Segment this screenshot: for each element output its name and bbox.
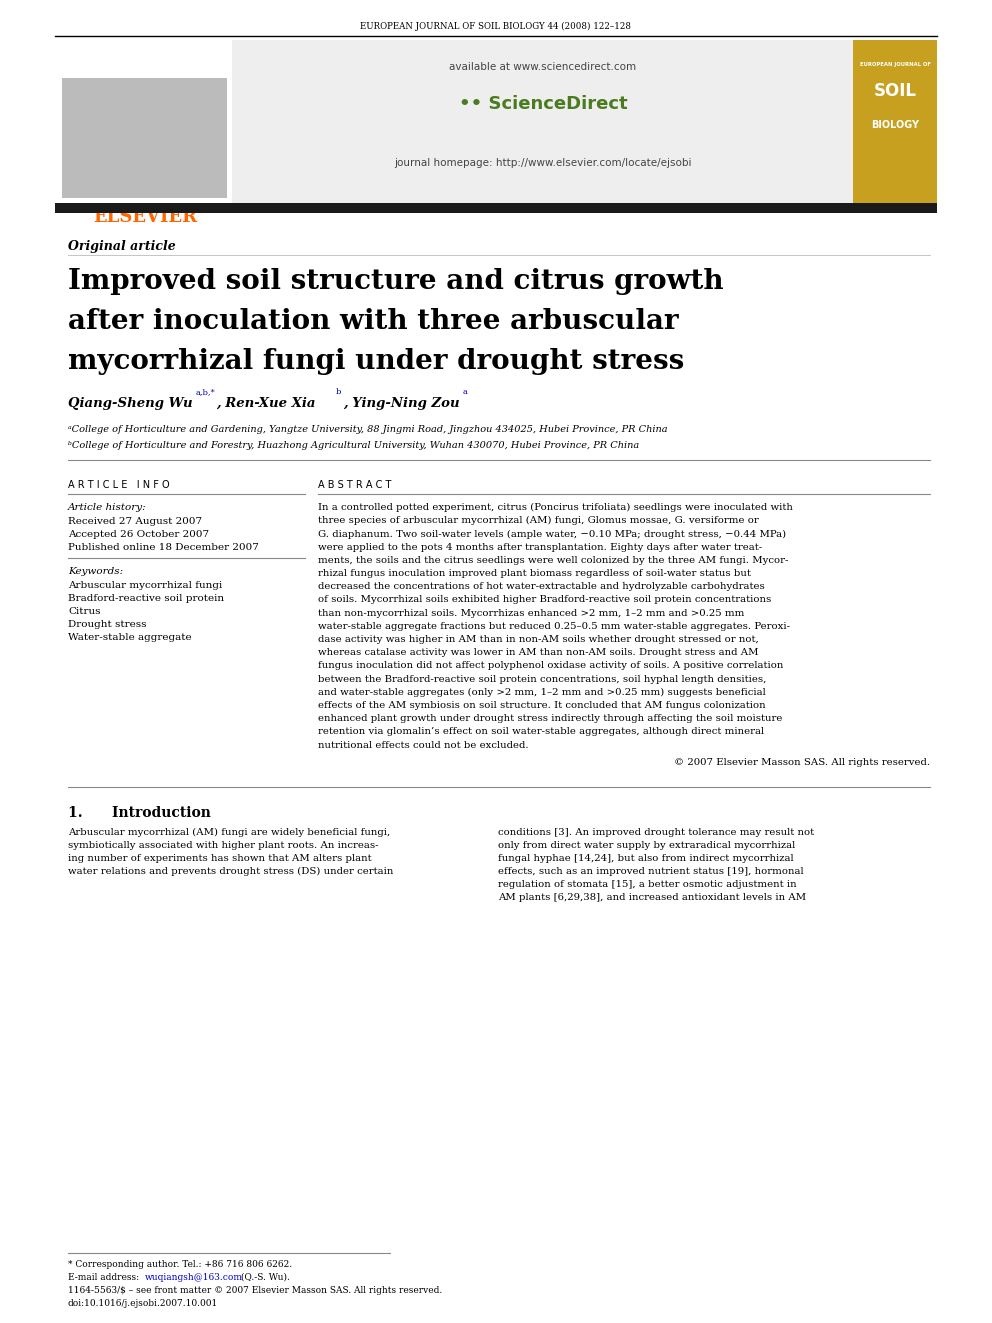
Text: (Q.-S. Wu).: (Q.-S. Wu). <box>238 1273 290 1282</box>
Text: Accepted 26 October 2007: Accepted 26 October 2007 <box>68 531 209 538</box>
Text: EUROPEAN JOURNAL OF SOIL BIOLOGY 44 (2008) 122–128: EUROPEAN JOURNAL OF SOIL BIOLOGY 44 (200… <box>360 22 632 32</box>
Text: © 2007 Elsevier Masson SAS. All rights reserved.: © 2007 Elsevier Masson SAS. All rights r… <box>674 758 930 767</box>
Text: of soils. Mycorrhizal soils exhibited higher Bradford-reactive soil protein conc: of soils. Mycorrhizal soils exhibited hi… <box>318 595 771 605</box>
Text: Received 27 August 2007: Received 27 August 2007 <box>68 517 202 527</box>
Text: than non-mycorrhizal soils. Mycorrhizas enhanced >2 mm, 1–2 mm and >0.25 mm: than non-mycorrhizal soils. Mycorrhizas … <box>318 609 744 618</box>
Text: fungus inoculation did not affect polyphenol oxidase activity of soils. A positi: fungus inoculation did not affect polyph… <box>318 662 784 671</box>
Text: A R T I C L E   I N F O: A R T I C L E I N F O <box>68 480 170 490</box>
Bar <box>55 40 232 205</box>
Text: mycorrhizal fungi under drought stress: mycorrhizal fungi under drought stress <box>68 348 684 374</box>
Text: decreased the concentrations of hot water-extractable and hydrolyzable carbohydr: decreased the concentrations of hot wate… <box>318 582 765 591</box>
Text: water-stable aggregate fractions but reduced 0.25–0.5 mm water-stable aggregates: water-stable aggregate fractions but red… <box>318 622 790 631</box>
Text: symbiotically associated with higher plant roots. An increas-: symbiotically associated with higher pla… <box>68 841 379 849</box>
Text: , Ying-Ning Zou: , Ying-Ning Zou <box>343 397 459 410</box>
Text: ᵇCollege of Horticulture and Forestry, Huazhong Agricultural University, Wuhan 4: ᵇCollege of Horticulture and Forestry, H… <box>68 441 639 450</box>
Text: retention via glomalin’s effect on soil water-stable aggregates, although direct: retention via glomalin’s effect on soil … <box>318 728 764 737</box>
Text: Arbuscular mycorrhizal fungi: Arbuscular mycorrhizal fungi <box>68 581 222 590</box>
Text: ELSEVIER: ELSEVIER <box>93 208 197 226</box>
Text: journal homepage: http://www.elsevier.com/locate/ejsobi: journal homepage: http://www.elsevier.co… <box>394 157 691 168</box>
Text: and water-stable aggregates (only >2 mm, 1–2 mm and >0.25 mm) suggests beneficia: and water-stable aggregates (only >2 mm,… <box>318 688 766 697</box>
Text: enhanced plant growth under drought stress indirectly through affecting the soil: enhanced plant growth under drought stre… <box>318 714 783 724</box>
Text: ments, the soils and the citrus seedlings were well colonized by the three AM fu: ments, the soils and the citrus seedling… <box>318 556 789 565</box>
Bar <box>62 78 227 198</box>
Text: * Corresponding author. Tel.: +86 716 806 6262.: * Corresponding author. Tel.: +86 716 80… <box>68 1259 292 1269</box>
Text: In a controlled potted experiment, citrus (Poncirus trifoliata) seedlings were i: In a controlled potted experiment, citru… <box>318 503 793 512</box>
Text: •• ScienceDirect: •• ScienceDirect <box>458 95 627 112</box>
Text: a,b,*: a,b,* <box>196 388 215 396</box>
Text: Citrus: Citrus <box>68 607 100 617</box>
Text: Drought stress: Drought stress <box>68 620 147 628</box>
Text: , Ren-Xue Xia: , Ren-Xue Xia <box>216 397 315 410</box>
Text: regulation of stomata [15], a better osmotic adjustment in: regulation of stomata [15], a better osm… <box>498 880 797 889</box>
Text: effects of the AM symbiosis on soil structure. It concluded that AM fungus colon: effects of the AM symbiosis on soil stru… <box>318 701 766 710</box>
Text: only from direct water supply by extraradical mycorrhizal: only from direct water supply by extrara… <box>498 841 796 849</box>
Bar <box>55 202 937 213</box>
Text: SOIL: SOIL <box>874 82 917 101</box>
Text: between the Bradford-reactive soil protein concentrations, soil hyphal length de: between the Bradford-reactive soil prote… <box>318 675 767 684</box>
Text: Qiang-Sheng Wu: Qiang-Sheng Wu <box>68 397 192 410</box>
Bar <box>853 40 937 205</box>
Text: Bradford-reactive soil protein: Bradford-reactive soil protein <box>68 594 224 603</box>
Text: Article history:: Article history: <box>68 503 147 512</box>
Text: Keywords:: Keywords: <box>68 568 123 576</box>
Text: ing number of experiments has shown that AM alters plant: ing number of experiments has shown that… <box>68 855 372 863</box>
Text: A B S T R A C T: A B S T R A C T <box>318 480 392 490</box>
Text: whereas catalase activity was lower in AM than non-AM soils. Drought stress and : whereas catalase activity was lower in A… <box>318 648 759 658</box>
Bar <box>55 40 937 205</box>
Text: dase activity was higher in AM than in non-AM soils whether drought stressed or : dase activity was higher in AM than in n… <box>318 635 759 644</box>
Text: Water-stable aggregate: Water-stable aggregate <box>68 632 191 642</box>
Text: effects, such as an improved nutrient status [19], hormonal: effects, such as an improved nutrient st… <box>498 867 804 876</box>
Text: a: a <box>463 388 468 396</box>
Text: Arbuscular mycorrhizal (AM) fungi are widely beneficial fungi,: Arbuscular mycorrhizal (AM) fungi are wi… <box>68 828 390 837</box>
Text: BIOLOGY: BIOLOGY <box>871 120 919 130</box>
Text: available at www.sciencedirect.com: available at www.sciencedirect.com <box>449 62 637 71</box>
Text: water relations and prevents drought stress (DS) under certain: water relations and prevents drought str… <box>68 867 394 876</box>
Text: ᵃCollege of Horticulture and Gardening, Yangtze University, 88 Jingmi Road, Jing: ᵃCollege of Horticulture and Gardening, … <box>68 425 668 434</box>
Text: three species of arbuscular mycorrhizal (AM) fungi, Glomus mossae, G. versiforme: three species of arbuscular mycorrhizal … <box>318 516 759 525</box>
Text: rhizal fungus inoculation improved plant biomass regardless of soil-water status: rhizal fungus inoculation improved plant… <box>318 569 751 578</box>
Text: 1164-5563/$ – see front matter © 2007 Elsevier Masson SAS. All rights reserved.: 1164-5563/$ – see front matter © 2007 El… <box>68 1286 442 1295</box>
Text: G. diaphanum. Two soil-water levels (ample water, −0.10 MPa; drought stress, −0.: G. diaphanum. Two soil-water levels (amp… <box>318 529 786 538</box>
Text: were applied to the pots 4 months after transplantation. Eighty days after water: were applied to the pots 4 months after … <box>318 542 762 552</box>
Text: fungal hyphae [14,24], but also from indirect mycorrhizal: fungal hyphae [14,24], but also from ind… <box>498 855 794 863</box>
Text: wuqiangsh@163.com: wuqiangsh@163.com <box>145 1273 243 1282</box>
Text: doi:10.1016/j.ejsobi.2007.10.001: doi:10.1016/j.ejsobi.2007.10.001 <box>68 1299 218 1308</box>
Text: b: b <box>336 388 341 396</box>
Text: E-mail address:: E-mail address: <box>68 1273 142 1282</box>
Text: nutritional effects could not be excluded.: nutritional effects could not be exclude… <box>318 741 529 750</box>
Text: Improved soil structure and citrus growth: Improved soil structure and citrus growt… <box>68 269 723 295</box>
Text: after inoculation with three arbuscular: after inoculation with three arbuscular <box>68 308 679 335</box>
Text: Original article: Original article <box>68 239 176 253</box>
Text: conditions [3]. An improved drought tolerance may result not: conditions [3]. An improved drought tole… <box>498 828 814 837</box>
Text: AM plants [6,29,38], and increased antioxidant levels in AM: AM plants [6,29,38], and increased antio… <box>498 893 806 902</box>
Text: 1.      Introduction: 1. Introduction <box>68 806 211 820</box>
Text: EUROPEAN JOURNAL OF: EUROPEAN JOURNAL OF <box>859 62 930 67</box>
Text: Published online 18 December 2007: Published online 18 December 2007 <box>68 542 259 552</box>
